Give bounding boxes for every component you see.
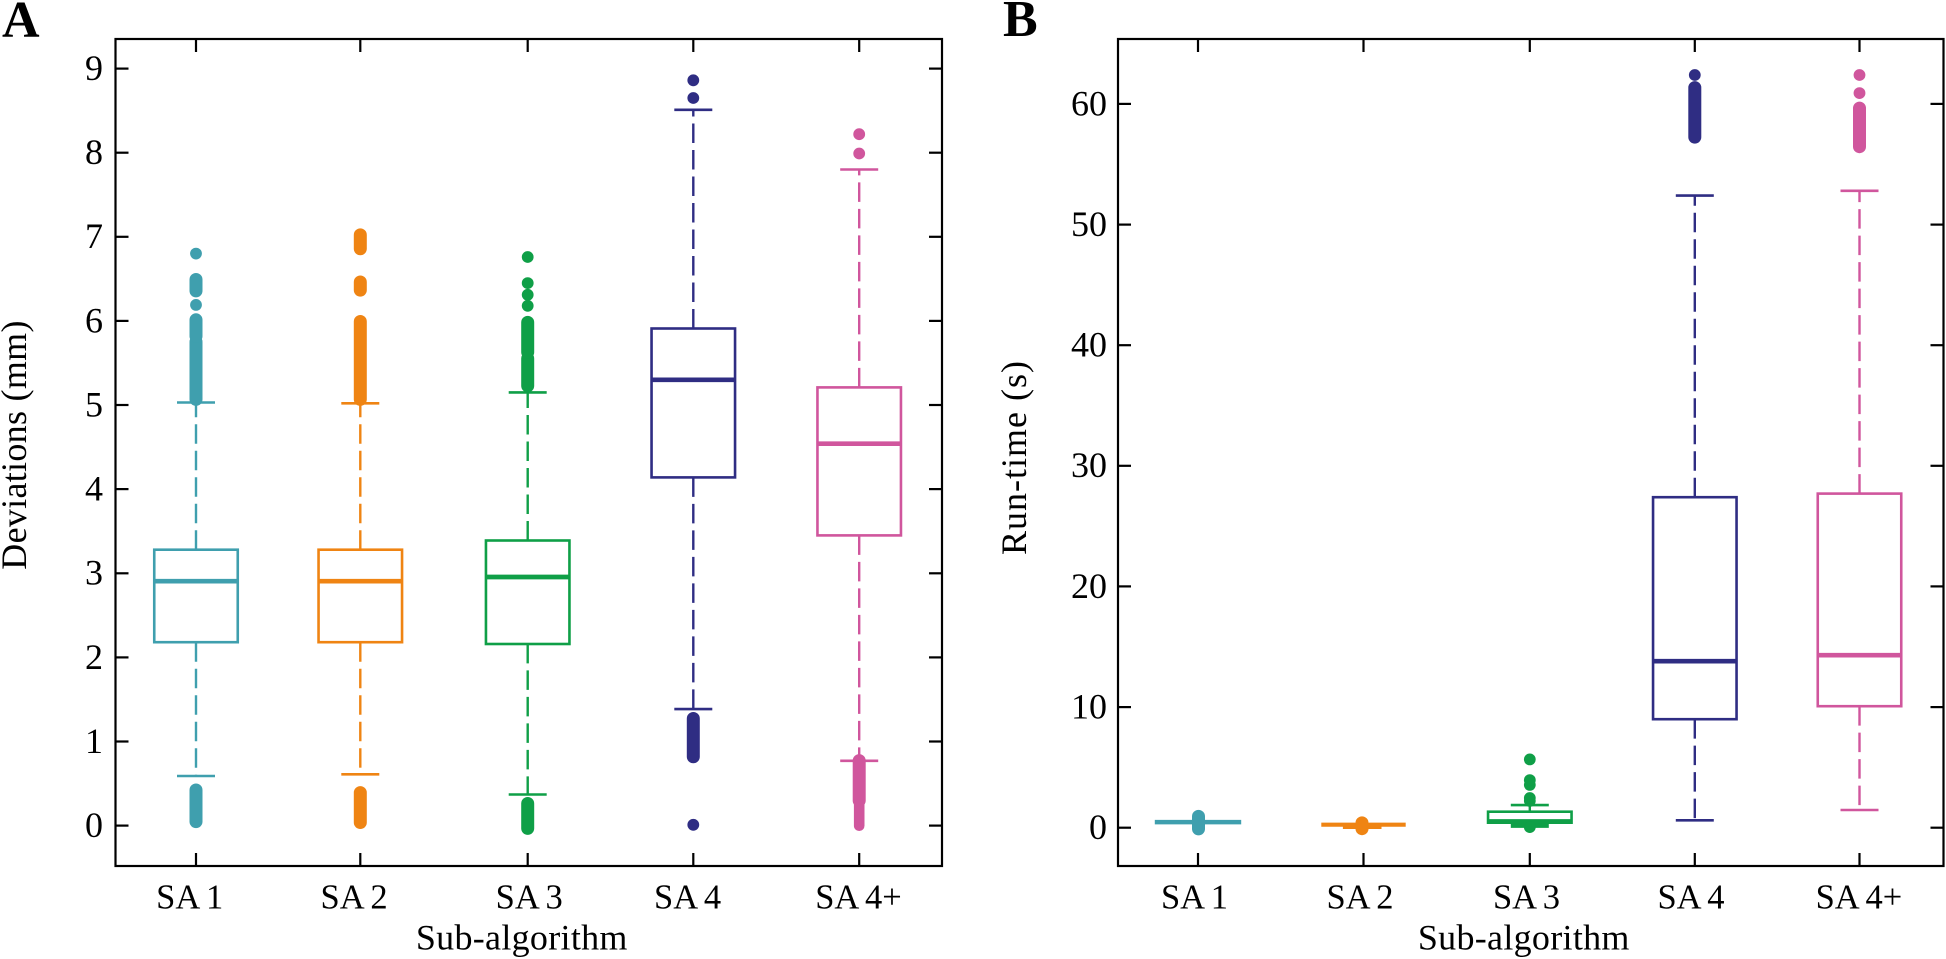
- svg-text:SA 4+: SA 4+: [815, 879, 902, 917]
- svg-text:5: 5: [85, 384, 103, 424]
- svg-text:B: B: [1003, 0, 1038, 48]
- svg-text:50: 50: [1071, 204, 1107, 244]
- svg-text:Sub-algorithm: Sub-algorithm: [1418, 918, 1630, 958]
- svg-text:1: 1: [85, 721, 103, 761]
- svg-text:30: 30: [1071, 445, 1107, 485]
- svg-text:SA 2: SA 2: [1326, 879, 1393, 917]
- svg-text:40: 40: [1071, 325, 1107, 365]
- svg-text:60: 60: [1071, 83, 1107, 123]
- svg-text:SA 1: SA 1: [1161, 879, 1228, 917]
- svg-text:20: 20: [1071, 566, 1107, 606]
- svg-text:Sub-algorithm: Sub-algorithm: [416, 918, 628, 958]
- svg-text:SA 3: SA 3: [496, 879, 563, 917]
- svg-text:A: A: [2, 0, 40, 49]
- svg-text:0: 0: [1089, 807, 1107, 847]
- svg-text:9: 9: [85, 48, 103, 88]
- svg-text:8: 8: [85, 132, 103, 172]
- svg-text:SA 3: SA 3: [1493, 879, 1560, 917]
- svg-text:Run-time (s): Run-time (s): [994, 360, 1034, 555]
- svg-text:SA 4: SA 4: [654, 879, 721, 917]
- svg-text:0: 0: [85, 805, 103, 845]
- svg-text:SA 1: SA 1: [156, 879, 223, 917]
- svg-text:3: 3: [85, 553, 103, 593]
- svg-text:7: 7: [85, 216, 103, 256]
- svg-text:SA 4+: SA 4+: [1816, 879, 1903, 917]
- svg-text:6: 6: [85, 300, 103, 340]
- svg-text:Deviations (mm): Deviations (mm): [0, 320, 34, 569]
- svg-text:4: 4: [85, 469, 103, 509]
- svg-text:SA 2: SA 2: [321, 879, 388, 917]
- svg-text:SA 4: SA 4: [1657, 879, 1724, 917]
- svg-text:10: 10: [1071, 687, 1107, 727]
- svg-text:2: 2: [85, 637, 103, 677]
